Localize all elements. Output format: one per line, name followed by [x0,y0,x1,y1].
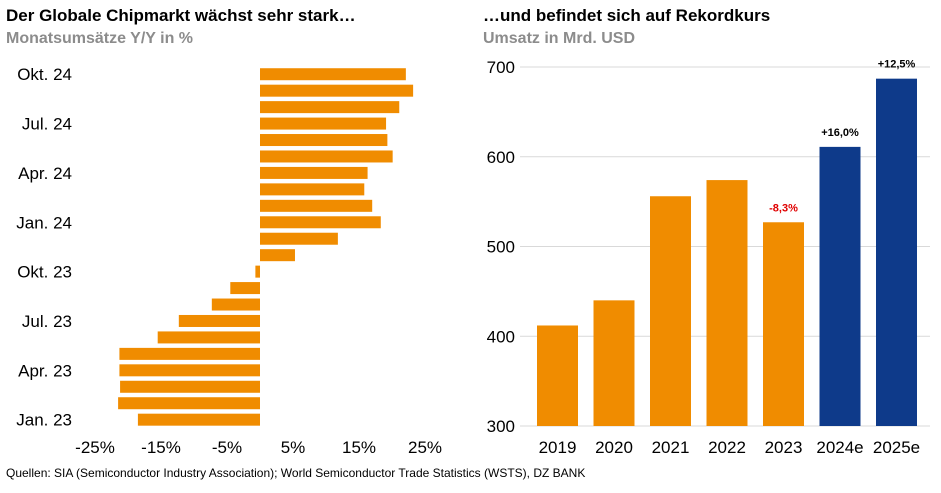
annual-revenue-bar [593,300,635,426]
x-tick-label: 2023 [765,438,803,457]
monthly-growth-bar [119,347,260,360]
monthly-growth-bar [260,84,414,97]
source-note: Quellen: SIA (Semiconductor Industry Ass… [6,466,586,480]
x-tick-label: 2022 [708,438,746,457]
x-tick-label: 2024e [816,438,863,457]
monthly-growth-bar [178,314,260,327]
monthly-growth-bar [260,117,387,130]
right-chart-subtitle: Umsatz in Mrd. USD [483,30,636,47]
monthly-growth-bar [119,364,260,377]
x-tick-label: 5% [281,438,306,457]
annual-revenue-bar [763,222,804,426]
y-tick-label: Apr. 23 [18,361,72,380]
growth-annotation: +16,0% [821,127,859,139]
monthly-growth-bar [260,199,373,212]
y-tick-label: 500 [487,238,515,257]
y-tick-label: Jan. 24 [16,213,72,232]
y-tick-label: Jan. 23 [16,411,72,430]
x-tick-label: -15% [141,438,181,457]
x-tick-label: 2019 [539,438,577,457]
right-chart-title: …und befindet sich auf Rekordkurs [483,6,771,25]
y-tick-label: Okt. 23 [17,263,72,282]
monthly-growth-bar [260,150,393,163]
y-tick-label: 300 [487,417,515,436]
x-tick-label: 25% [408,438,442,457]
monthly-growth-bar [260,249,295,262]
y-tick-label: Jul. 24 [22,115,72,134]
annual-revenue-bar [650,196,691,426]
monthly-growth-bar [137,413,260,426]
annual-revenue-bar [537,325,578,426]
monthly-growth-bar [120,380,260,393]
growth-annotation: -8,3% [769,202,798,214]
monthly-growth-bar [260,216,381,229]
y-tick-label: 700 [487,58,515,77]
monthly-growth-bar [260,166,368,179]
monthly-growth-bar [157,331,260,344]
y-tick-label: Jul. 23 [22,312,72,331]
annual-revenue-bar [876,78,917,426]
y-tick-label: 400 [487,327,515,346]
monthly-growth-bar [260,101,400,114]
monthly-growth-bar [260,68,406,81]
left-chart-subtitle: Monatsumsätze Y/Y in % [6,30,194,47]
y-tick-label: Apr. 24 [18,164,72,183]
annual-revenue-bar [819,146,861,426]
monthly-growth-bar [260,232,338,245]
x-tick-label: -5% [212,438,242,457]
y-tick-label: Okt. 24 [17,65,72,84]
left-chart-title: Der Globale Chipmarkt wächst sehr stark… [6,6,356,25]
growth-annotation: +12,5% [878,59,916,71]
x-tick-label: 2025e [873,438,920,457]
x-tick-label: 2020 [595,438,633,457]
x-tick-label: 15% [342,438,376,457]
annual-revenue-bar [706,180,748,426]
monthly-growth-bar [260,134,388,147]
monthly-growth-bar [118,397,260,410]
y-tick-label: 600 [487,148,515,167]
monthly-growth-bar [255,265,260,278]
x-tick-label: -25% [75,438,115,457]
monthly-growth-bar [211,298,260,311]
monthly-growth-bar [260,183,365,196]
monthly-growth-bar [230,282,260,295]
x-tick-label: 2021 [652,438,690,457]
